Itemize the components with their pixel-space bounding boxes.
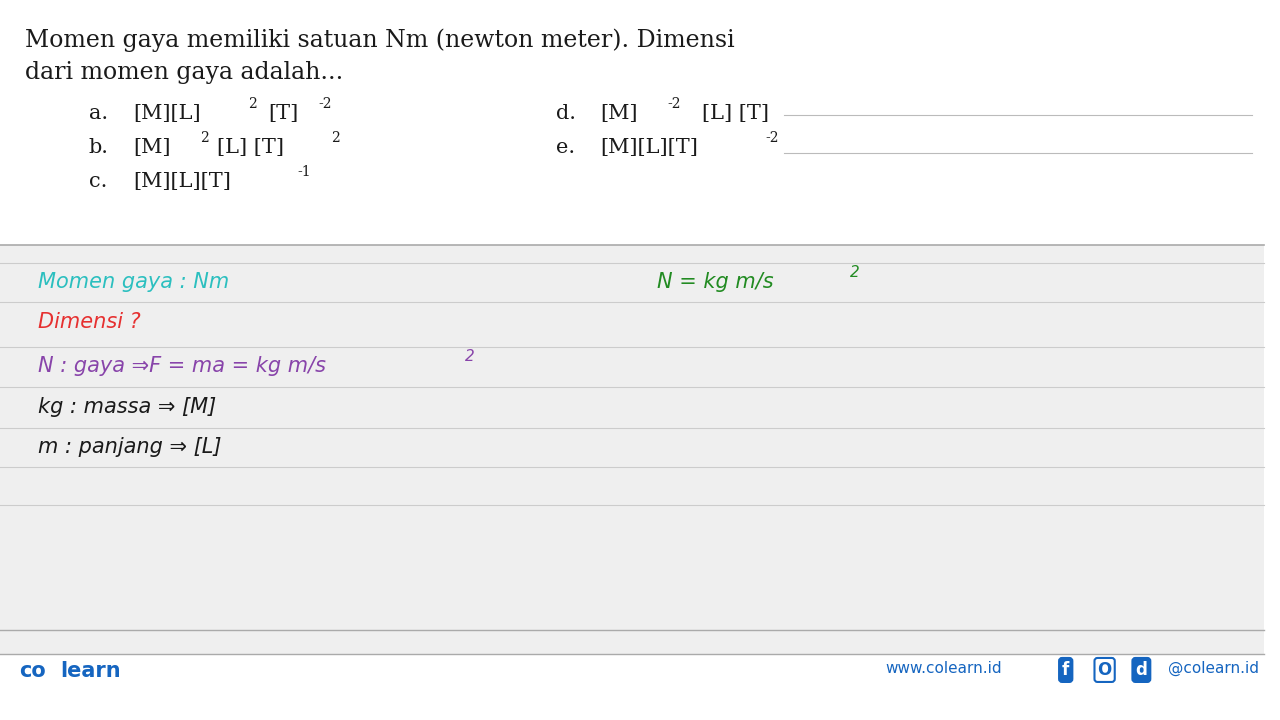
Text: Dimensi ?: Dimensi ? xyxy=(38,312,141,333)
Text: co: co xyxy=(19,661,46,681)
Text: -2: -2 xyxy=(668,97,681,111)
Text: c.: c. xyxy=(88,172,108,191)
Text: 2: 2 xyxy=(466,349,475,364)
Text: f: f xyxy=(1062,661,1069,679)
Text: a.: a. xyxy=(88,104,108,123)
Text: -2: -2 xyxy=(319,97,332,111)
Text: 2: 2 xyxy=(248,97,256,111)
Text: Momen gaya : Nm: Momen gaya : Nm xyxy=(38,272,229,292)
Text: dari momen gaya adalah...: dari momen gaya adalah... xyxy=(26,61,343,84)
Text: d: d xyxy=(1135,661,1147,679)
Text: [M][L][T]: [M][L][T] xyxy=(133,172,230,191)
Text: [L] [T]: [L] [T] xyxy=(218,138,284,157)
FancyBboxPatch shape xyxy=(0,245,1265,655)
Text: -2: -2 xyxy=(765,131,778,145)
Text: b.: b. xyxy=(88,138,109,157)
Text: d.: d. xyxy=(557,104,576,123)
Text: kg : massa ⇒ [M]: kg : massa ⇒ [M] xyxy=(38,397,216,417)
Text: O: O xyxy=(1097,661,1112,679)
Text: [T]: [T] xyxy=(268,104,298,123)
Text: N : gaya ⇒F = ma = kg m/s: N : gaya ⇒F = ma = kg m/s xyxy=(38,356,326,377)
Text: e.: e. xyxy=(557,138,576,157)
Text: m : panjang ⇒ [L]: m : panjang ⇒ [L] xyxy=(38,437,221,457)
Text: [M][L]: [M][L] xyxy=(133,104,201,123)
Text: 2: 2 xyxy=(332,131,340,145)
Text: -1: -1 xyxy=(297,165,311,179)
Text: @colearn.id: @colearn.id xyxy=(1169,661,1260,676)
Text: [M]: [M] xyxy=(133,138,170,157)
Text: 2: 2 xyxy=(200,131,209,145)
Text: 2: 2 xyxy=(850,265,859,280)
Text: [M]: [M] xyxy=(600,104,639,123)
Text: N = kg m/s: N = kg m/s xyxy=(658,272,774,292)
Text: learn: learn xyxy=(60,661,122,681)
Text: Momen gaya memiliki satuan Nm (newton meter). Dimensi: Momen gaya memiliki satuan Nm (newton me… xyxy=(26,29,735,53)
Text: [M][L][T]: [M][L][T] xyxy=(600,138,699,157)
Text: [L] [T]: [L] [T] xyxy=(701,104,769,123)
Text: www.colearn.id: www.colearn.id xyxy=(884,661,1002,676)
